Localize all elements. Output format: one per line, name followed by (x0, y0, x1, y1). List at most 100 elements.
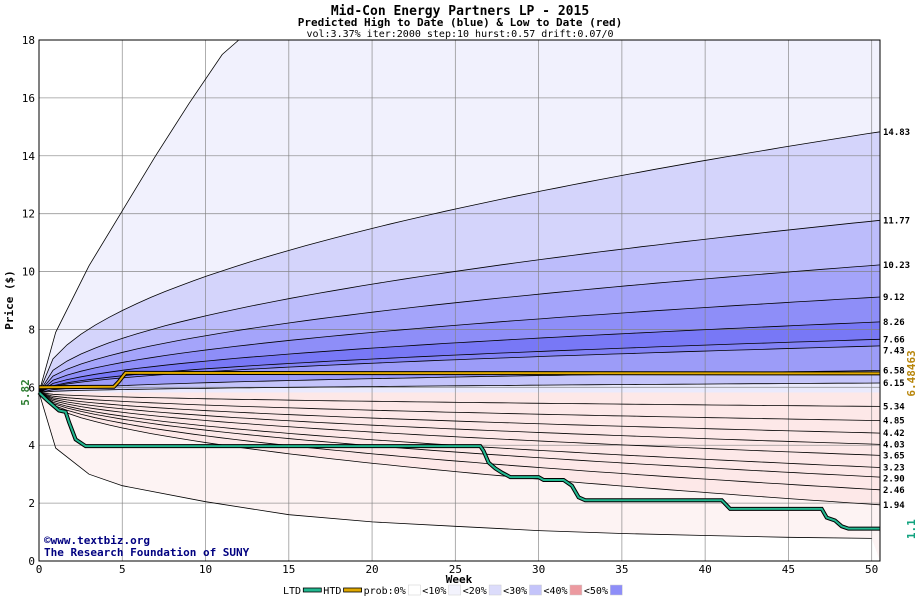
x-tick-label: 15 (282, 563, 295, 576)
upper-band-6 (39, 345, 880, 393)
x-tick-label: 30 (532, 563, 545, 576)
watermark-url: ©www.textbiz.org (44, 534, 150, 547)
upper-band-3 (39, 297, 880, 393)
upper-band-5 (39, 339, 880, 393)
quantile-curve (38, 392, 881, 434)
legend-label: <20% (463, 586, 487, 597)
legend-label: <10% (422, 586, 446, 597)
chart-subtitle: Predicted High to Date (blue) & Low to D… (298, 16, 623, 29)
legend-label: <40% (544, 586, 568, 597)
upper-band-0 (39, 131, 880, 393)
y-tick-label: 10 (22, 266, 35, 279)
legend-swatch (343, 587, 363, 593)
quantile-curve (38, 392, 881, 478)
x-axis-ticks: 0 5 10 15 20 25 30 35 40 45 50 (36, 563, 879, 576)
htd-final-value: 6.48463 (905, 350, 918, 396)
legend-label: <50% (584, 586, 608, 597)
legend-label: LTD (283, 586, 301, 597)
quantile-end-label: 7.43 (883, 346, 905, 356)
chart-params: vol:3.37% iter:2000 step:10 hurst:0.57 d… (306, 29, 613, 40)
quantile-curves (38, 131, 881, 506)
upper-band-4 (39, 321, 880, 393)
quantile-end-labels: 14.83 11.77 10.23 9.12 8.26 7.667.43 6.58 6.15 5… (883, 128, 910, 511)
ltd-final-value: 1.1 (905, 519, 918, 539)
legend-swatch (529, 584, 542, 596)
legend-label: HTD (323, 586, 341, 597)
probability-bands (39, 40, 880, 561)
quantile-curve (38, 392, 881, 407)
x-tick-label: 40 (699, 563, 712, 576)
upper-band-1 (39, 220, 880, 393)
y-tick-label: 16 (22, 92, 35, 105)
x-tick-label: 5 (119, 563, 126, 576)
quantile-end-label: 2.46 (883, 486, 905, 496)
x-tick-label: 45 (782, 563, 795, 576)
plot-frame (38, 39, 881, 562)
quantile-curve (38, 392, 881, 506)
quantile-end-label: 14.83 (883, 128, 910, 138)
envelope-curves (38, 39, 872, 539)
legend-swatch (448, 584, 461, 596)
y-tick-label: 0 (28, 555, 35, 568)
legend-label: prob:0% (364, 586, 406, 597)
watermark-org: The Research Foundation of SUNY (44, 546, 250, 559)
quantile-end-label: 6.15 (883, 379, 905, 389)
quantile-end-label: 1.94 (883, 501, 905, 511)
x-tick-label: 35 (615, 563, 628, 576)
legend-label: <30% (503, 586, 527, 597)
series-lines (37, 370, 881, 531)
quantile-end-label: 11.77 (883, 216, 910, 226)
quantile-end-label: 3.23 (883, 464, 905, 474)
quantile-end-label: 4.85 (883, 417, 905, 427)
x-tick-label: 25 (449, 563, 462, 576)
quantile-curve (38, 219, 881, 393)
quantile-end-label: 7.66 (883, 335, 905, 345)
y-axis-ticks: 0 2 4 6 8 10 12 14 16 18 (22, 34, 36, 568)
quantile-curve (38, 392, 881, 421)
start-price-label: 5.82 (19, 379, 32, 406)
quantile-curve (38, 338, 881, 393)
htd-line (38, 371, 881, 389)
quantile-end-label: 6.58 (883, 367, 905, 377)
quantile-end-label: 2.90 (883, 475, 905, 485)
quantile-curve (38, 296, 881, 393)
quantile-curve (38, 392, 881, 445)
quantile-end-label: 4.03 (883, 440, 905, 450)
envelope-low (38, 392, 872, 539)
x-axis-label: Week (446, 573, 473, 586)
quantile-curve (38, 264, 881, 393)
y-tick-label: 4 (28, 439, 35, 452)
upper-band-2 (39, 264, 880, 393)
quantile-curve (38, 131, 881, 393)
x-tick-label: 50 (865, 563, 878, 576)
y-tick-label: 8 (28, 323, 35, 336)
envelope-high (38, 39, 240, 393)
x-tick-label: 10 (199, 563, 212, 576)
x-tick-label: 20 (365, 563, 378, 576)
y-tick-label: 18 (22, 34, 35, 47)
quantile-end-label: 5.34 (883, 402, 905, 412)
quantile-curve (38, 392, 881, 491)
y-tick-label: 12 (22, 208, 35, 221)
y-tick-label: 2 (28, 497, 35, 510)
quantile-end-label: 4.42 (883, 429, 905, 439)
legend-swatch (610, 584, 623, 596)
quantile-end-label: 3.65 (883, 451, 905, 461)
quantile-end-label: 9.12 (883, 293, 905, 303)
chart-title: Mid-Con Energy Partners LP - 2015 (331, 4, 589, 19)
legend-swatch (569, 584, 583, 596)
legend-swatch (302, 587, 322, 593)
legend: LTD HTD prob:0% <10% <20% <30% <40% <50% (283, 584, 623, 597)
quantile-curve (38, 321, 881, 393)
upper-band-8 (39, 383, 880, 393)
quantile-curve (38, 392, 881, 456)
x-tick-label: 0 (36, 563, 43, 576)
quantile-curve (38, 382, 881, 393)
legend-swatch (408, 584, 421, 596)
legend-swatch (488, 584, 502, 596)
y-tick-label: 6 (28, 381, 35, 394)
y-tick-label: 14 (22, 150, 36, 163)
quantile-end-label: 8.26 (883, 318, 905, 328)
ltd-line (38, 391, 880, 530)
